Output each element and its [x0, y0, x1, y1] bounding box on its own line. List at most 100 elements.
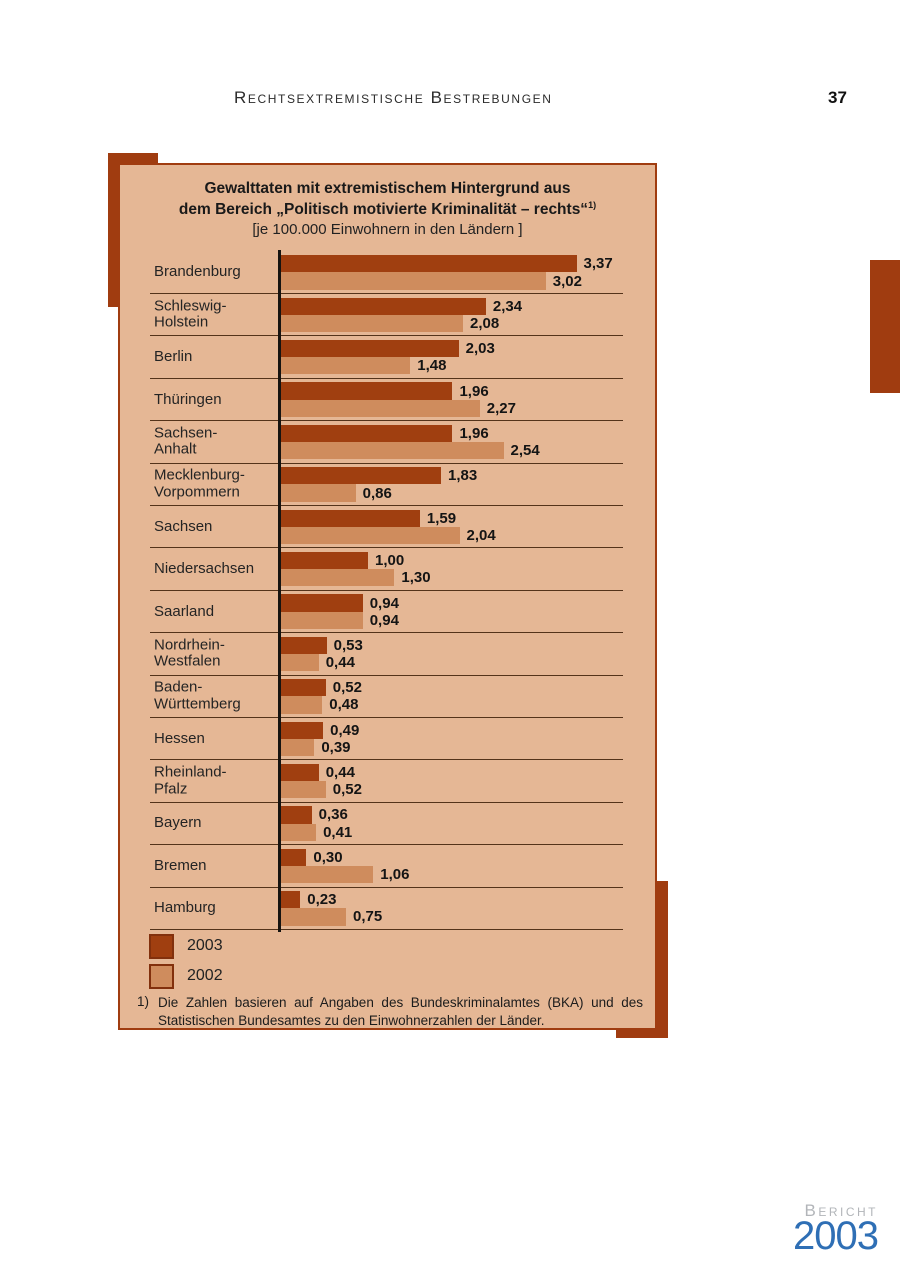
bar-line-2003: 0,49: [280, 721, 623, 739]
state-label: Hessen: [154, 730, 276, 747]
chart-row-hamburg: Hamburg 0,23 0,75: [150, 888, 623, 930]
bar-pair: 2,03 1,48: [280, 336, 623, 375]
legend-swatch-2003: [149, 933, 174, 959]
chart-title-line-1: Gewalttaten mit extremistischem Hintergr…: [204, 180, 571, 197]
bar-chart: Brandenburg 3,37 3,02 Schleswig- Holstein 2,3…: [150, 249, 623, 932]
page-number: 37: [828, 88, 847, 107]
state-label-line: Saarland: [154, 602, 215, 620]
report-logo: Bericht 2003: [793, 1202, 879, 1258]
bar-line-2003: 1,00: [280, 552, 623, 570]
state-label-line: Rheinland-: [154, 763, 227, 781]
value-label-2003: 2,34: [492, 297, 523, 315]
chart-panel: Gewalttaten mit extremistischem Hintergr…: [118, 163, 657, 1030]
bar-2003: [280, 509, 420, 527]
state-label: Bremen: [154, 856, 276, 875]
bar-2002: [280, 569, 395, 587]
value-label-2002: 0,39: [321, 738, 351, 756]
bar-2002: [280, 357, 411, 375]
bar-2002: [280, 654, 319, 672]
bar-line-2003: 0,52: [280, 679, 623, 697]
value-label-2002: 0,48: [329, 696, 359, 714]
bar-line-2002: 1,06: [280, 865, 623, 884]
logo-year: 2003: [793, 1214, 879, 1258]
bar-2002: [280, 314, 464, 333]
decorative-bar-right-edge: [870, 260, 900, 393]
state-label-line: Westfalen: [154, 652, 221, 670]
state-label-line: Holstein: [154, 313, 209, 331]
bar-2002: [280, 696, 323, 714]
bar-2003: [280, 679, 326, 697]
value-label-2002: 2,08: [470, 314, 500, 332]
bar-line-2002: 0,44: [280, 654, 623, 672]
bar-2002: [280, 399, 480, 417]
chart-row-mecklenburg-vorpommern: Mecklenburg- Vorpommern 1,83 0,86: [150, 464, 623, 507]
footnote-text: Die Zahlen basieren auf Angaben des Bund…: [158, 994, 643, 1028]
bar-line-2002: 0,94: [280, 611, 623, 629]
footnote-marker: 1): [137, 993, 150, 1009]
bar-2003: [280, 424, 453, 443]
legend-label-2003: 2003: [187, 937, 223, 955]
state-label-line: Bayern: [154, 814, 202, 832]
state-label: Baden- Württemberg: [154, 678, 276, 713]
chart-row-niedersachsen: Niedersachsen 1,00 1,30: [150, 548, 623, 591]
value-label-2002: 2,54: [510, 442, 540, 460]
bar-2002: [280, 781, 326, 799]
chart-title-line-2: dem Bereich „Politisch motivierte Krimin…: [120, 199, 655, 220]
bar-pair: 0,53 0,44: [280, 633, 623, 672]
bar-2003: [280, 552, 368, 570]
state-label-line: Baden-: [154, 678, 203, 696]
bar-pair: 0,44 0,52: [280, 760, 623, 799]
bar-2003: [280, 806, 312, 824]
state-label: Sachsen: [154, 518, 276, 535]
bar-line-2002: 0,52: [280, 781, 623, 799]
bar-2002: [280, 865, 374, 884]
legend-label-2002: 2002: [187, 967, 223, 985]
bar-line-2003: 0,53: [280, 636, 623, 654]
state-label-line: Vorpommern: [154, 483, 240, 501]
bar-line-2002: 0,86: [280, 484, 623, 502]
state-label-line: Thüringen: [154, 390, 222, 408]
bar-line-2002: 1,48: [280, 357, 623, 375]
bar-2002: [280, 484, 356, 502]
bar-2003: [280, 848, 307, 866]
bar-line-2002: 0,39: [280, 738, 623, 756]
state-label: Schleswig- Holstein: [154, 298, 276, 331]
value-label-2002: 0,41: [323, 823, 353, 841]
bar-pair: 0,36 0,41: [280, 803, 623, 841]
state-label-line: Nordrhein-: [154, 636, 225, 654]
bar-2003: [280, 340, 459, 358]
footnote: 1) Die Zahlen basieren auf Angaben des B…: [137, 993, 643, 1028]
state-label: Sachsen- Anhalt: [154, 425, 276, 458]
bar-line-2003: 2,34: [280, 297, 623, 315]
bar-line-2003: 0,94: [280, 594, 623, 612]
bar-line-2003: 1,83: [280, 467, 623, 485]
value-label-2003: 3,37: [583, 255, 613, 273]
bar-pair: 0,23 0,75: [280, 888, 623, 926]
value-label-2002: 2,04: [466, 526, 496, 544]
page-header-title: Rechtsextremistische Bestrebungen: [234, 88, 553, 107]
value-label-2003: 0,23: [307, 891, 337, 909]
state-label-line: Bremen: [154, 856, 207, 874]
state-label-line: Pfalz: [154, 780, 188, 798]
value-label-2002: 0,52: [332, 781, 362, 799]
chart-row-saarland: Saarland 0,94 0,94: [150, 591, 623, 634]
bar-pair: 0,49 0,39: [280, 718, 623, 756]
bar-line-2003: 0,30: [280, 848, 623, 866]
bar-2002: [280, 442, 504, 460]
bar-pair: 1,59 2,04: [280, 506, 623, 545]
value-label-2002: 3,02: [552, 272, 582, 290]
bar-2003: [280, 891, 301, 909]
chart-row-bremen: Bremen 0,30 1,06: [150, 845, 623, 888]
value-label-2002: 0,94: [369, 611, 399, 629]
value-label-2003: 0,44: [325, 764, 355, 782]
bar-pair: 0,30 1,06: [280, 845, 623, 884]
bar-2002: [280, 823, 317, 841]
bar-line-2003: 1,96: [280, 424, 623, 443]
value-label-2002: 0,44: [325, 654, 355, 672]
bar-line-2003: 1,59: [280, 509, 623, 527]
bar-pair: 1,96 2,27: [280, 379, 623, 417]
value-label-2003: 0,52: [332, 679, 362, 697]
bar-line-2002: 1,30: [280, 569, 623, 587]
state-label: Niedersachsen: [154, 560, 276, 578]
